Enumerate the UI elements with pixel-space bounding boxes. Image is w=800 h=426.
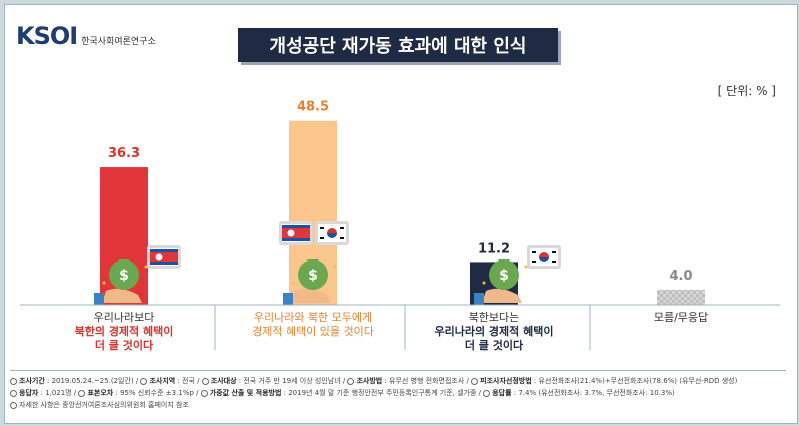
category-label-line-1: 우리나라와 북한 모두에게: [253, 311, 373, 324]
value-label-3: 11.2: [478, 241, 510, 256]
footer-label: 조사지역: [149, 377, 176, 385]
footer-line-2: 응답자 : 1,021명 / 표본오차 : 95% 신뢰수준 ±3.1%p / …: [10, 387, 786, 399]
footer-label: 조사방법: [356, 377, 383, 385]
value-label-2: 48.5: [297, 100, 329, 115]
logo-subtitle: 한국사회여론연구소: [81, 36, 156, 47]
value-label-1: 36.3: [108, 146, 140, 161]
category-label-line-1: 우리나라보다: [93, 311, 155, 324]
unit-label: [ 단위: % ]: [717, 84, 776, 98]
footer-value: : 전국 거주 만 19세 이상 성인남녀 /: [236, 377, 348, 385]
footer-label: 가중값 산출 및 적용방법: [209, 389, 282, 397]
footer-value: : 유선전화조사(21.4%)+무선전화조사(78.6%) (유무선-RDD 생…: [531, 377, 738, 385]
svg-text:$: $: [499, 268, 509, 284]
category-label-line-2: 북한의 경제적 혜택이: [74, 325, 174, 338]
footer-label: 조사대상: [210, 377, 237, 385]
footer-label: 응답률: [492, 389, 512, 397]
category-label-line-3: 더 클 것이다: [464, 339, 524, 352]
footer-note: 자세한 사항은 중앙선거여론조사심의위원회 홈페이지 참조: [19, 401, 189, 409]
money-hand-icon-2: $: [283, 259, 337, 305]
chart-title: 개성공단 재가동 효과에 대한 인식: [238, 28, 558, 62]
category-label-line-3: 더 클 것이다: [94, 339, 154, 352]
footer-line-3: 자세한 사항은 중앙선거여론조사심의위원회 홈페이지 참조: [10, 399, 786, 411]
footer-value: : 2019년 4월 말 기준 행정안전부 주민등록인구통계 기준, 셀가중 /: [281, 389, 484, 397]
footer-value: : 2019.05.24.~25.(2일간) /: [44, 377, 141, 385]
north-korea-flag-icon-1: [147, 245, 181, 269]
money-hand-icon-1: $: [94, 259, 148, 305]
north-korea-flag-icon-2: [279, 221, 313, 245]
footer-label: 피조사자선정방법: [480, 377, 532, 385]
category-label-1: 우리나라보다 북한의 경제적 혜택이 더 클 것이다: [34, 311, 214, 353]
category-label-line-2: 우리나라의 경제적 혜택이: [434, 325, 554, 338]
survey-footer: 조사기간 : 2019.05.24.~25.(2일간) / 조사지역 : 전국 …: [10, 370, 786, 416]
value-label-4: 4.0: [669, 269, 692, 284]
footer-label: 조사기간: [19, 377, 45, 385]
footer-line-1: 조사기간 : 2019.05.24.~25.(2일간) / 조사지역 : 전국 …: [10, 375, 786, 387]
footer-value: : 유무선 병행 전화면접조사 /: [382, 377, 472, 385]
category-label-line-1: 북한보다는: [468, 311, 520, 324]
svg-text:$: $: [308, 268, 318, 284]
money-hand-icon-3: $: [474, 259, 528, 305]
footer-value: : 전국 /: [175, 377, 202, 385]
footer-value: : 1,021명 /: [38, 389, 79, 397]
footer-value: : 95% 신뢰수준 ±3.1%p /: [113, 389, 201, 397]
category-label-4: 모름/무응답: [591, 311, 771, 325]
category-label-2: 우리나라와 북한 모두에게 경제적 혜택이 있을 것이다: [223, 311, 403, 339]
footer-label: 응답자: [19, 389, 39, 397]
category-label-line-2: 경제적 혜택이 있을 것이다: [252, 325, 374, 338]
logo: KSOI 한국사회여론연구소: [16, 22, 156, 50]
logo-mark: KSOI: [16, 22, 78, 50]
category-label-3: 북한보다는 우리나라의 경제적 혜택이 더 클 것이다: [404, 311, 584, 353]
south-korea-flag-icon-2: [315, 221, 349, 245]
bar-4: [657, 289, 705, 305]
footer-value: : 7.4% (유선전화조사: 3.7%, 무선전화조사: 10.3%): [511, 389, 675, 397]
south-korea-flag-icon-3: [527, 245, 561, 269]
footer-label: 표본오차: [87, 389, 114, 397]
logo-text: KSOI: [16, 22, 78, 50]
svg-text:$: $: [119, 268, 129, 284]
category-label-line-1: 모름/무응답: [653, 311, 709, 324]
